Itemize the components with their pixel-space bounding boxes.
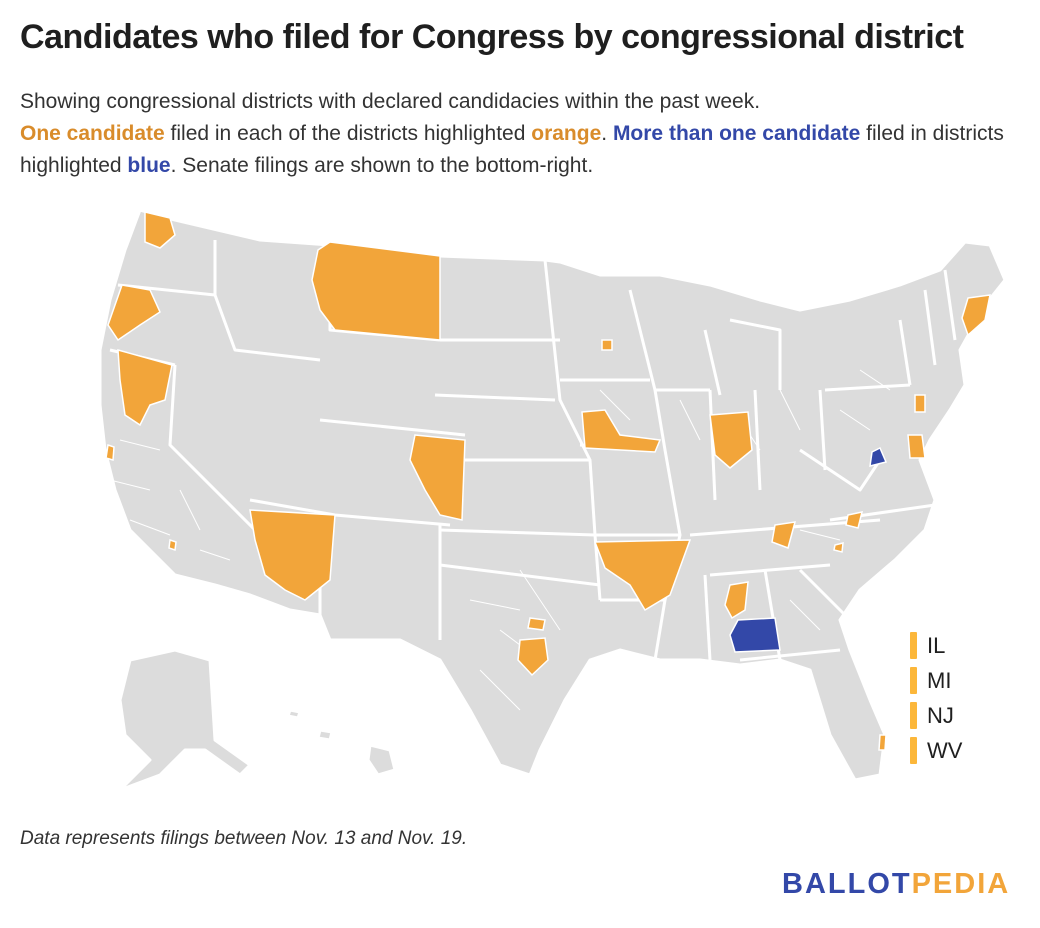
border-tn-al — [709, 563, 831, 577]
border-ms-al — [703, 574, 712, 661]
district-tx-north — [527, 617, 546, 631]
border-ny-ne — [898, 319, 912, 386]
us-district-map — [98, 208, 1007, 792]
border-ga-fl — [739, 648, 841, 662]
subtitle-text-b: . — [601, 122, 613, 145]
district-me — [961, 294, 991, 337]
border-wy-co — [319, 418, 466, 437]
district-de — [907, 434, 926, 459]
border-il-in — [708, 389, 717, 501]
subtitle-legend-text: One candidate filed in each of the distr… — [20, 118, 1020, 182]
district-al — [724, 581, 749, 620]
hawaii-island-3 — [366, 743, 397, 777]
senate-filings: IL MI NJ WV — [910, 628, 1000, 768]
hawaii-island-1 — [286, 708, 302, 720]
district-va-north — [869, 446, 888, 467]
district-fl — [878, 734, 887, 751]
hawaii-island-2 — [316, 728, 334, 742]
border-wv — [799, 448, 882, 492]
senate-label: MI — [927, 667, 952, 693]
district-il — [709, 411, 753, 469]
district-tn — [771, 521, 797, 549]
legend-orange-word: orange — [531, 122, 602, 145]
district-borders — [109, 369, 891, 711]
border-mi-lake — [703, 329, 722, 396]
border-ok-tx — [439, 563, 601, 587]
district-ca-bay — [105, 444, 115, 461]
border-ga-sc — [798, 568, 852, 622]
district-mn — [601, 339, 613, 351]
footnote: Data represents filings between Nov. 13 … — [20, 828, 468, 849]
border-sd-ne — [434, 393, 556, 402]
one-candidate-districts — [105, 211, 991, 751]
border-id — [213, 240, 321, 362]
senate-item-nj: NJ — [910, 698, 1000, 733]
senate-label: IL — [927, 632, 946, 658]
logo-part2: PEDIA — [911, 868, 1011, 900]
district-al-south — [729, 617, 781, 653]
senate-item-il: IL — [910, 628, 1000, 663]
legend-more-than-one: More than one candidate — [612, 122, 861, 145]
district-ca-south — [168, 538, 177, 552]
border-oh-pa — [818, 389, 827, 471]
district-wa — [144, 211, 176, 249]
senate-item-mi: MI — [910, 663, 1000, 698]
district-mt — [311, 241, 441, 341]
senate-item-wv: WV — [910, 733, 1000, 768]
border-mi-peninsula — [729, 318, 782, 390]
logo-part1: BALLOT — [782, 868, 912, 900]
subtitle-text-d: . Senate filings are shown to the bottom… — [170, 154, 594, 177]
senate-bar — [910, 632, 917, 659]
district-co — [409, 434, 466, 521]
senate-bar — [910, 737, 917, 764]
border-ca-nv — [168, 364, 262, 537]
chart-subtitle: Showing congressional districts with dec… — [20, 86, 1020, 182]
us-mainland-shape — [98, 208, 1007, 782]
district-tx-central — [517, 637, 549, 677]
border-plains-vertical — [543, 259, 602, 601]
senate-bar — [910, 702, 917, 729]
legend-one-candidate: One candidate — [20, 122, 165, 145]
map-base — [98, 208, 1007, 792]
border-mississippi — [628, 289, 682, 661]
more-than-one-districts — [729, 446, 888, 653]
district-pa — [914, 394, 926, 413]
subtitle-text-c: filed in districts highlighted — [20, 122, 1004, 177]
legend-blue-word: blue — [127, 154, 171, 177]
district-ar — [593, 539, 692, 612]
border-vt-nh-me — [923, 269, 957, 366]
border-pa-ny — [824, 383, 911, 392]
district-ia — [581, 409, 662, 453]
senate-label: WV — [927, 737, 963, 763]
border-in-oh — [753, 389, 762, 491]
district-lines-midwest — [599, 389, 801, 451]
border-ks-ok — [439, 528, 596, 537]
alaska-shape — [118, 648, 252, 792]
subtitle-line1: Showing congressional districts with dec… — [20, 90, 761, 113]
district-or — [107, 284, 161, 342]
district-lines-west — [109, 439, 231, 561]
ballotpedia-logo: BALLOTPEDIA — [782, 868, 1010, 901]
district-va-south — [845, 511, 864, 529]
chart-title: Candidates who filed for Congress by con… — [20, 18, 964, 56]
subtitle-text-a: filed in each of the districts highlight… — [164, 122, 532, 145]
district-ca-north — [117, 348, 173, 427]
district-az — [249, 509, 336, 601]
district-lines-east — [789, 369, 891, 631]
district-nc — [833, 542, 844, 553]
senate-label: NJ — [927, 702, 954, 728]
senate-bar — [910, 667, 917, 694]
